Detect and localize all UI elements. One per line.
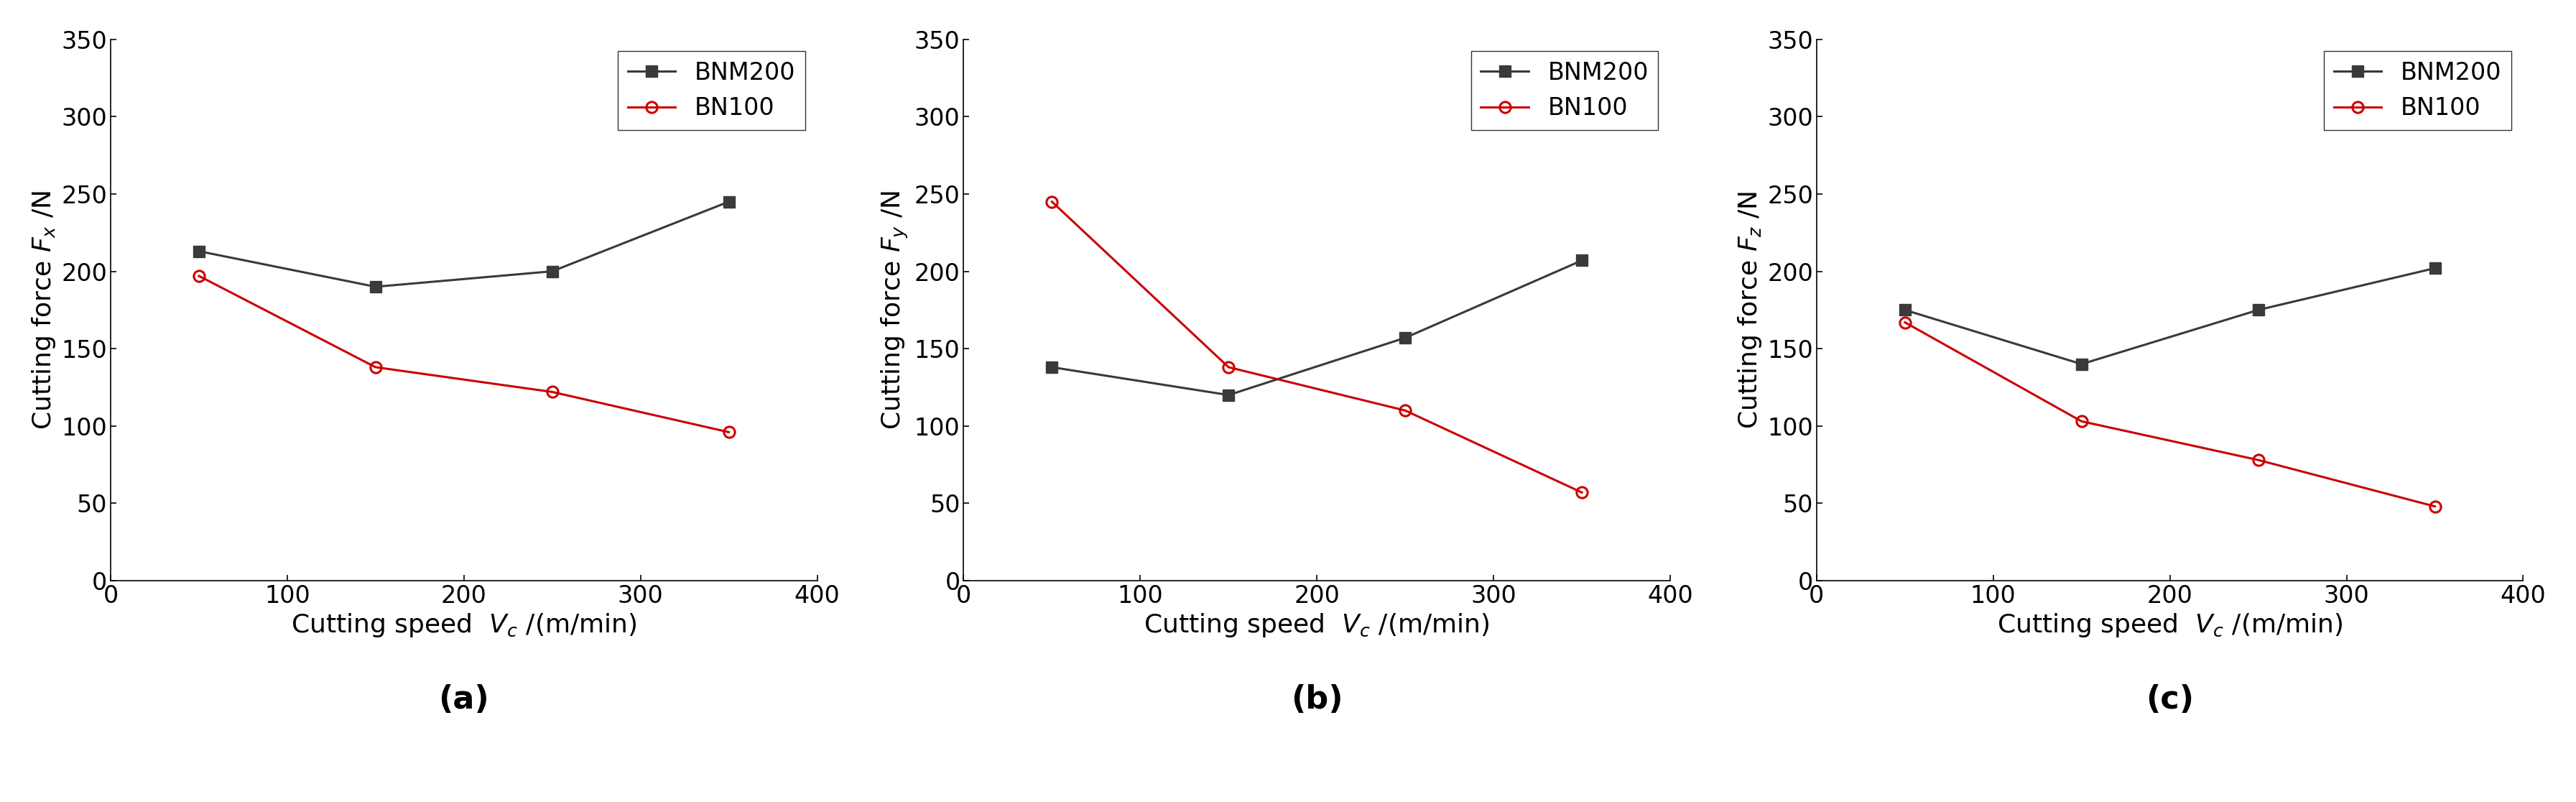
BN100	[1213, 363, 1244, 372]
Text: (b): (b)	[1291, 684, 1342, 715]
BNM200	[536, 266, 567, 276]
BNM200	[1888, 305, 1919, 314]
Y-axis label: Cutting force $F_x$ /N: Cutting force $F_x$ /N	[31, 190, 57, 430]
BN100	[536, 387, 567, 397]
X-axis label: Cutting speed  $V_c$ /(m/min): Cutting speed $V_c$ /(m/min)	[1996, 612, 2344, 639]
Text: (c): (c)	[2146, 684, 2195, 715]
Legend: BNM200, BN100: BNM200, BN100	[2324, 51, 2512, 130]
Y-axis label: Cutting force $F_y$ /N: Cutting force $F_y$ /N	[881, 190, 909, 430]
BNM200	[714, 196, 744, 206]
Line: BN100: BN100	[1046, 196, 1587, 498]
BNM200	[183, 246, 214, 256]
BN100	[183, 271, 214, 281]
BNM200	[1213, 391, 1244, 400]
Line: BN100: BN100	[193, 270, 734, 438]
BN100	[361, 363, 392, 372]
X-axis label: Cutting speed  $V_c$ /(m/min): Cutting speed $V_c$ /(m/min)	[291, 612, 636, 639]
BN100	[2244, 456, 2275, 465]
Line: BN100: BN100	[1899, 317, 2439, 512]
BNM200	[361, 282, 392, 292]
Y-axis label: Cutting force $F_z$ /N: Cutting force $F_z$ /N	[1736, 191, 1762, 429]
Legend: BNM200, BN100: BNM200, BN100	[618, 51, 806, 130]
Line: BNM200: BNM200	[193, 196, 734, 292]
BNM200	[2066, 359, 2097, 369]
Legend: BNM200, BN100: BNM200, BN100	[1471, 51, 1659, 130]
BN100	[1566, 488, 1597, 497]
BN100	[1888, 318, 1919, 327]
BN100	[2066, 416, 2097, 426]
Text: (a): (a)	[438, 684, 489, 715]
BN100	[1388, 406, 1419, 415]
BN100	[714, 427, 744, 437]
X-axis label: Cutting speed  $V_c$ /(m/min): Cutting speed $V_c$ /(m/min)	[1144, 612, 1489, 639]
BNM200	[1566, 256, 1597, 265]
BNM200	[1388, 333, 1419, 342]
BNM200	[2244, 305, 2275, 314]
BN100	[1036, 196, 1066, 206]
BNM200	[2419, 263, 2450, 273]
BNM200	[1036, 363, 1066, 372]
Line: BNM200: BNM200	[1046, 255, 1587, 400]
BN100	[2419, 501, 2450, 511]
Line: BNM200: BNM200	[1899, 263, 2439, 370]
